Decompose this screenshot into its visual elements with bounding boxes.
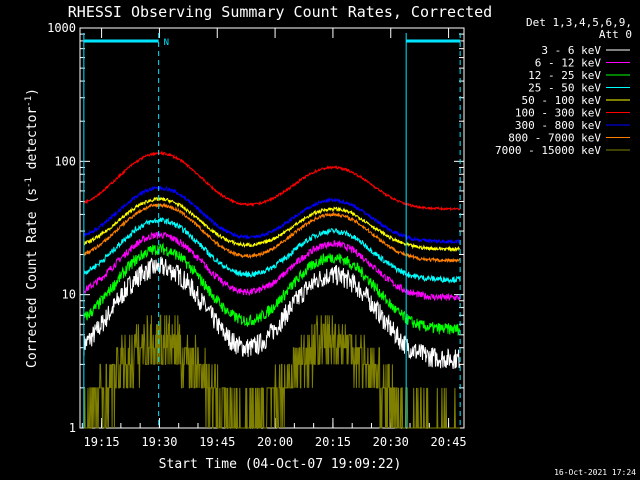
x-tick-label: 20:45 [431,435,467,449]
series-line [83,231,461,302]
series-line [83,217,461,284]
y-label-sup2: -1 [24,96,34,107]
series-lines [83,150,461,429]
legend-entry: 50 - 100 keV [522,94,602,107]
x-tick-label: 20:15 [315,435,351,449]
legend-entry: 6 - 12 keV [535,57,602,70]
legend-header-1: Det 1,3,4,5,6,9, [526,16,632,29]
series-line [83,196,461,253]
legend-header-2: Att 0 [599,28,632,41]
y-tick-label: 1000 [47,21,76,35]
x-axis-label: Start Time (04-Oct-07 19:09:22) [159,457,402,472]
series-line [83,202,461,264]
legend-entry: 3 - 6 keV [541,44,601,57]
x-tick-label: 20:30 [373,435,409,449]
legend-entry: 800 - 7000 keV [508,132,601,145]
chart-title: RHESSI Observing Summary Count Rates, Co… [68,3,492,21]
y-label-main: Corrected Count Rate (s [25,188,40,368]
legend-entry: 300 - 800 keV [515,119,601,132]
night-markers: N [83,33,461,428]
y-label-sup1: -1 [24,177,34,188]
x-tick-label: 20:00 [257,435,293,449]
series-line [83,150,461,212]
legend-entry: 12 - 25 keV [528,69,601,82]
plot-frame [79,27,465,429]
y-axis-label: Corrected Count Rate (s-1 detector-1) [24,88,40,368]
series-line [83,185,461,245]
series-line [83,256,461,369]
y-tick-label: 10 [62,288,76,302]
y-tick-label: 1 [69,421,76,435]
annotation-n: N [164,38,169,48]
timestamp: 16-Oct-2021 17:24 [554,468,636,477]
plot-axes: 1 10 100 1000 19:15 19:30 19:45 20:00 20:15 20:30… [47,21,467,449]
legend-entry: 100 - 300 keV [515,107,601,120]
legend-entry: 7000 - 15000 keV [495,144,601,157]
x-tick-label: 19:30 [141,435,177,449]
series-line [83,314,460,429]
series-line [83,242,461,336]
x-tick-label: 19:15 [84,435,120,449]
y-tick-label: 100 [54,154,76,168]
legend-entry: 25 - 50 keV [528,82,601,95]
x-tick-label: 19:45 [199,435,235,449]
y-label-end: ) [25,88,40,96]
y-label-mid: detector [25,107,40,178]
